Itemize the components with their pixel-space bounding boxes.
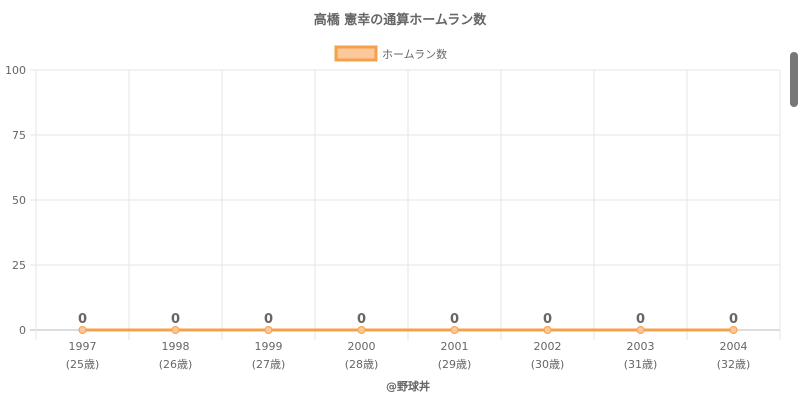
- x-tick-label: 2001: [441, 340, 469, 353]
- data-point: [357, 326, 366, 334]
- data-label: 0: [636, 312, 645, 327]
- data-label: 0: [450, 312, 459, 327]
- x-tick-sublabel: (25歳): [66, 358, 100, 371]
- y-tick-label: 50: [12, 194, 26, 207]
- x-axis-title: @野球丼: [386, 379, 430, 393]
- y-tick-label: 100: [5, 64, 26, 77]
- data-label: 0: [171, 312, 180, 327]
- data-point: [729, 326, 738, 334]
- data-point: [636, 326, 645, 334]
- chart-title: 高橋 憲幸の通算ホームラン数: [314, 12, 487, 28]
- x-tick-sublabel: (29歳): [438, 358, 472, 371]
- x-tick-sublabel: (27歳): [252, 358, 286, 371]
- data-point: [171, 326, 180, 334]
- series-line: [78, 326, 738, 334]
- data-point: [264, 326, 273, 334]
- data-label: 0: [357, 312, 366, 327]
- x-tick-sublabel: (28歳): [345, 358, 379, 371]
- x-tick-sublabel: (32歳): [717, 358, 751, 371]
- legend-swatch: [334, 45, 378, 62]
- grid: [30, 69, 781, 340]
- y-tick-label: 0: [19, 324, 26, 337]
- x-tick-label: 1999: [255, 340, 283, 353]
- data-point: [78, 326, 87, 334]
- x-tick-label: 1997: [69, 340, 97, 353]
- data-point: [450, 326, 459, 334]
- y-tick-label: 25: [12, 259, 26, 272]
- x-tick-label: 2004: [720, 340, 748, 353]
- x-tick-label: 2003: [627, 340, 655, 353]
- data-labels: 0 0 0 0 0 0 0 0: [78, 312, 738, 327]
- x-tick-sublabel: (31歳): [624, 358, 658, 371]
- x-tick-label: 2000: [348, 340, 376, 353]
- legend-label: ホームラン数: [382, 48, 447, 61]
- x-tick-sublabel: (30歳): [531, 358, 565, 371]
- x-tick-sublabel: (26歳): [159, 358, 193, 371]
- y-tick-label: 75: [12, 129, 26, 142]
- scrollbar-thumb[interactable]: [790, 52, 798, 107]
- data-point: [543, 326, 552, 334]
- legend[interactable]: ホームラン数: [334, 45, 447, 62]
- data-label: 0: [729, 312, 738, 327]
- data-label: 0: [543, 312, 552, 327]
- x-tick-label: 2002: [534, 340, 562, 353]
- x-tick-label: 1998: [162, 340, 190, 353]
- axes: 0 25 50 75 100 1997 (25歳) 1998 (26歳) 1999 (27歳) 200…: [5, 64, 750, 371]
- data-label: 0: [264, 312, 273, 327]
- data-label: 0: [78, 312, 87, 327]
